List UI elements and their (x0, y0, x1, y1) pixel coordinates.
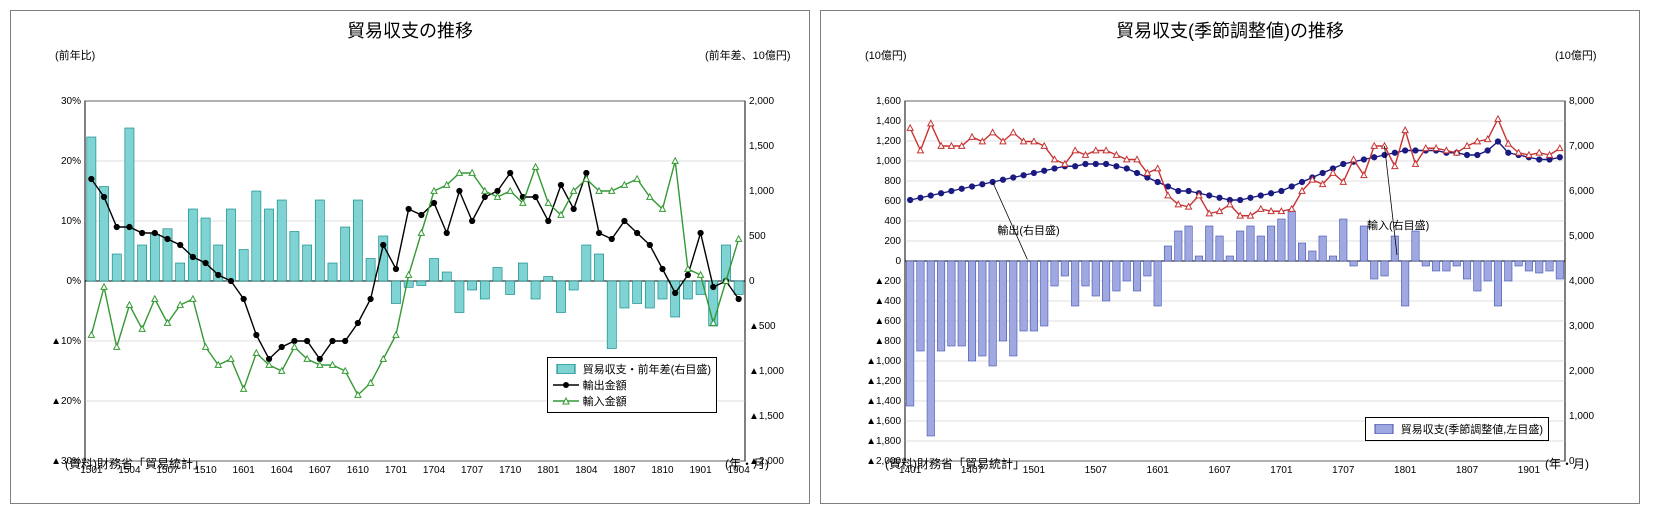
svg-text:5,000: 5,000 (1569, 231, 1594, 242)
svg-text:▲600: ▲600 (874, 316, 901, 327)
svg-text:▲1,400: ▲1,400 (866, 396, 901, 407)
svg-text:1810: 1810 (651, 465, 674, 476)
svg-text:1807: 1807 (1456, 465, 1479, 476)
svg-text:1,000: 1,000 (1569, 411, 1594, 422)
svg-text:1801: 1801 (1394, 465, 1417, 476)
svg-text:4,000: 4,000 (1569, 276, 1594, 287)
svg-text:2,000: 2,000 (1569, 366, 1594, 377)
chart1-x-axis-label: (年・月) (725, 455, 769, 472)
svg-text:1,600: 1,600 (876, 96, 901, 107)
svg-text:1,000: 1,000 (876, 156, 901, 167)
line-swatch-icon (553, 395, 579, 407)
legend-exports-label: 輸出金額 (583, 377, 627, 393)
seasonal-trade-balance-chart-panel: 貿易収支(季節調整値)の推移 (10億円) (10億円) ▲2,000▲1,80… (820, 10, 1640, 504)
svg-text:1704: 1704 (423, 465, 446, 476)
svg-text:400: 400 (884, 216, 901, 227)
trade-balance-chart-panel: 貿易収支の推移 (前年比) (前年差、10億円) ▲30%▲20%▲10%0%1… (10, 10, 810, 504)
chart1-source: (資料)財務省「貿易統計」 (65, 455, 205, 472)
svg-text:▲400: ▲400 (874, 296, 901, 307)
chart1-svg: ▲30%▲20%▲10%0%10%20%30%▲2,000▲1,500▲1,00… (11, 45, 811, 509)
svg-text:1801: 1801 (537, 465, 560, 476)
svg-text:0: 0 (895, 256, 901, 267)
svg-text:1,500: 1,500 (749, 141, 774, 152)
svg-text:1501: 1501 (1023, 465, 1046, 476)
svg-text:3,000: 3,000 (1569, 321, 1594, 332)
svg-text:600: 600 (884, 196, 901, 207)
line-swatch-icon (553, 379, 579, 391)
svg-text:▲1,800: ▲1,800 (866, 436, 901, 447)
legend-imports-label: 輸入金額 (583, 393, 627, 409)
svg-text:1607: 1607 (1208, 465, 1231, 476)
svg-text:10%: 10% (61, 216, 81, 227)
svg-text:1601: 1601 (233, 465, 256, 476)
svg-text:800: 800 (884, 176, 901, 187)
chart1-title: 貿易収支の推移 (11, 11, 809, 45)
svg-text:1507: 1507 (1085, 465, 1108, 476)
svg-text:1,400: 1,400 (876, 116, 901, 127)
svg-text:▲10%: ▲10% (51, 336, 81, 347)
svg-text:2,000: 2,000 (749, 96, 774, 107)
svg-text:500: 500 (749, 231, 766, 242)
svg-text:1707: 1707 (461, 465, 484, 476)
svg-text:0%: 0% (67, 276, 82, 287)
svg-text:6,000: 6,000 (1569, 186, 1594, 197)
svg-text:1701: 1701 (385, 465, 408, 476)
svg-text:1804: 1804 (575, 465, 598, 476)
legend-row-exports: 輸出金額 (553, 377, 711, 393)
svg-text:20%: 20% (61, 156, 81, 167)
chart2-title: 貿易収支(季節調整値)の推移 (821, 11, 1639, 45)
callout-exports: 輸出(右目盛) (997, 222, 1059, 238)
svg-text:1701: 1701 (1270, 465, 1293, 476)
svg-text:1707: 1707 (1332, 465, 1355, 476)
svg-text:▲1,500: ▲1,500 (749, 411, 784, 422)
chart1-legend: 貿易収支・前年差(右目盛) 輸出金額 輸入金額 (547, 357, 717, 413)
svg-text:0: 0 (749, 276, 755, 287)
bar-swatch-icon (553, 363, 579, 375)
svg-text:▲800: ▲800 (874, 336, 901, 347)
svg-text:1601: 1601 (1147, 465, 1170, 476)
svg-text:▲1,200: ▲1,200 (866, 376, 901, 387)
svg-text:1807: 1807 (613, 465, 636, 476)
legend-bar-label: 貿易収支・前年差(右目盛) (583, 361, 711, 377)
svg-text:1,200: 1,200 (876, 136, 901, 147)
svg-text:200: 200 (884, 236, 901, 247)
bar-swatch-icon (1371, 423, 1397, 435)
legend-balance-label: 貿易収支(季節調整値,左目盛) (1401, 421, 1543, 437)
svg-text:1,000: 1,000 (749, 186, 774, 197)
chart2-source: (資料)財務省「貿易統計」 (885, 455, 1025, 472)
svg-text:▲20%: ▲20% (51, 396, 81, 407)
chart1-plot: ▲30%▲20%▲10%0%10%20%30%▲2,000▲1,500▲1,00… (11, 45, 809, 509)
svg-text:▲1,600: ▲1,600 (866, 416, 901, 427)
callout-imports: 輸入(右目盛) (1367, 217, 1429, 233)
svg-text:▲1,000: ▲1,000 (749, 366, 784, 377)
svg-text:1901: 1901 (1518, 465, 1541, 476)
legend-row-balance: 貿易収支(季節調整値,左目盛) (1371, 421, 1543, 437)
svg-text:30%: 30% (61, 96, 81, 107)
svg-text:1901: 1901 (689, 465, 712, 476)
svg-text:1610: 1610 (347, 465, 370, 476)
svg-text:▲1,000: ▲1,000 (866, 356, 901, 367)
svg-text:▲500: ▲500 (749, 321, 776, 332)
svg-text:1710: 1710 (499, 465, 522, 476)
svg-text:7,000: 7,000 (1569, 141, 1594, 152)
chart2-x-axis-label: (年・月) (1545, 455, 1589, 472)
chart2-legend: 貿易収支(季節調整値,左目盛) (1365, 417, 1549, 441)
svg-text:1604: 1604 (271, 465, 294, 476)
legend-row-imports: 輸入金額 (553, 393, 711, 409)
svg-text:▲200: ▲200 (874, 276, 901, 287)
svg-text:1607: 1607 (309, 465, 332, 476)
legend-row-bars: 貿易収支・前年差(右目盛) (553, 361, 711, 377)
svg-text:8,000: 8,000 (1569, 96, 1594, 107)
